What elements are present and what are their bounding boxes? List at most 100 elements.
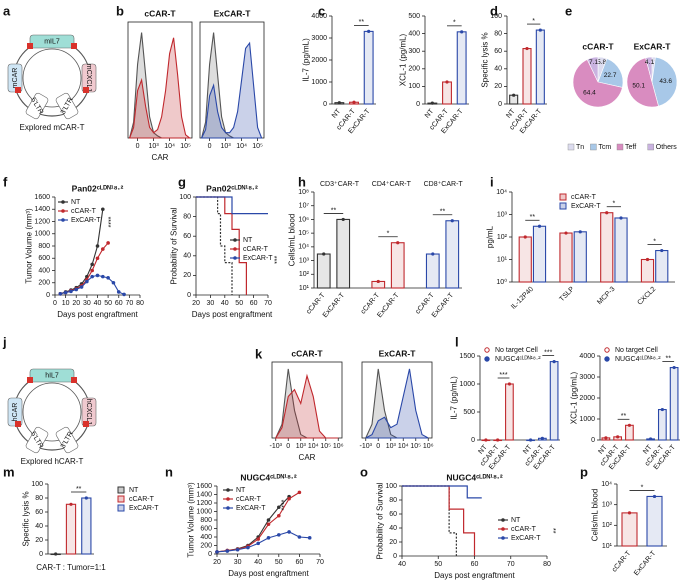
x-tick-label: 10 — [62, 300, 70, 307]
bar — [535, 29, 545, 105]
bar — [657, 408, 667, 441]
x-tick-label: 30 — [83, 300, 91, 307]
x-tick-label: 40 — [254, 559, 262, 566]
point — [63, 290, 68, 295]
y-tick-label: 100 — [31, 481, 43, 488]
y-tick-label: 0 — [39, 551, 43, 558]
y-tick-label: 10¹ — [602, 543, 613, 550]
plasmid-segment — [25, 92, 49, 120]
bar-point — [538, 28, 542, 32]
y-tick-label: 40 — [35, 523, 43, 530]
point — [95, 256, 100, 261]
bar — [549, 361, 559, 441]
legend-label: ExCAR-T — [236, 505, 266, 512]
legend-marker — [567, 143, 575, 151]
significance-label: ** — [666, 355, 672, 362]
point — [95, 273, 100, 278]
panel-letter: d — [490, 3, 498, 18]
legend-label: ExCAR-T — [129, 505, 159, 512]
point — [74, 287, 79, 292]
point — [307, 536, 312, 540]
bar-point — [648, 437, 653, 441]
x-tick-label: TSLP — [559, 286, 577, 304]
pie-title: ExCAR-T — [634, 41, 672, 51]
bar-point — [616, 435, 620, 439]
significance-label: ** — [440, 209, 446, 216]
chart-title: Pan02ᶜᴸᴰᴺ¹⁸·² — [72, 183, 124, 193]
x-tick-label: NT — [477, 443, 489, 455]
point — [266, 522, 271, 527]
plasmid-segment — [29, 368, 75, 383]
y-tick-label: 10⁴ — [298, 244, 309, 251]
panel-letter: o — [360, 464, 368, 479]
legend-marker — [61, 218, 65, 222]
bar-point — [352, 100, 356, 104]
bar-point — [523, 235, 527, 239]
y-tick-label: 1400 — [196, 491, 212, 498]
series-line — [60, 242, 109, 295]
bar-point — [396, 241, 400, 245]
panel-letter: f — [3, 174, 8, 189]
y-tick-label: 500 — [463, 409, 475, 416]
bar-point — [69, 502, 73, 506]
plasmid-junction — [15, 87, 21, 93]
panel-letter: h — [298, 174, 306, 189]
y-tick-label: 20 — [389, 539, 397, 546]
x-tick-label: NT — [424, 107, 436, 119]
y-tick-label: 0 — [393, 553, 397, 560]
x-tick-label: 0 — [286, 443, 290, 450]
significance-label: * — [613, 201, 616, 208]
x-tick-label: NT — [642, 443, 654, 455]
y-tick-label: 1000 — [579, 416, 595, 423]
legend-label: No target Cell — [495, 347, 538, 354]
plasmid-segment-label: mIL7 — [44, 38, 60, 45]
y-tick-label: 80 — [389, 497, 397, 504]
plasmid-junction — [15, 421, 21, 427]
y-tick-label: 0 — [498, 101, 502, 108]
bar-point — [540, 436, 544, 440]
y-tick-label: 3000 — [311, 35, 327, 42]
legend-marker — [233, 238, 237, 242]
legend-marker — [226, 506, 230, 510]
y-tick-label: 20 — [183, 272, 191, 279]
x-tick-label: 0 — [208, 143, 212, 150]
point — [225, 549, 230, 553]
x-tick-label: 30 — [207, 300, 215, 307]
x-tick-label: 50 — [434, 561, 442, 568]
legend-label: Tn — [576, 144, 584, 151]
plasmid-junction — [27, 377, 33, 383]
legend-label: NUGC4ᶜᴸᴰᴺ¹⁸·² — [615, 356, 661, 363]
legend-marker — [559, 202, 567, 210]
plasmid-segment — [55, 426, 79, 454]
bar — [425, 253, 440, 289]
x-tick-label: NT — [597, 443, 609, 455]
point — [79, 285, 84, 289]
plasmid-junction — [71, 377, 77, 383]
y-tick-label: 200 — [408, 66, 420, 73]
series-line — [216, 531, 310, 553]
point — [116, 290, 121, 294]
legend-label: cCAR-T — [129, 496, 155, 503]
bar-point — [578, 230, 582, 234]
y-tick-label: 400 — [200, 534, 212, 541]
point — [106, 241, 110, 245]
density-area — [365, 368, 429, 439]
bar — [505, 383, 514, 441]
pie-value-label: 2.2 — [649, 59, 658, 66]
chart-title: ExCAR-T — [214, 8, 252, 18]
y-tick-label: 4000 — [311, 13, 327, 20]
y-tick-label: 40 — [183, 253, 191, 260]
pie-value-label: 43.6 — [659, 78, 672, 85]
y-tick-label: 100 — [490, 13, 502, 20]
point — [277, 513, 281, 518]
y-tick-label: 1000 — [311, 79, 327, 86]
pie-slice — [651, 56, 678, 107]
y-axis-label: Probability of Survival — [170, 207, 179, 284]
pie-slice — [586, 56, 599, 83]
y-tick-label: 10³ — [602, 502, 613, 509]
bar-point — [652, 494, 657, 499]
significance-label: ** — [549, 528, 556, 534]
legend-marker — [117, 495, 125, 503]
bar-point — [496, 438, 500, 442]
bar-point — [537, 224, 542, 228]
